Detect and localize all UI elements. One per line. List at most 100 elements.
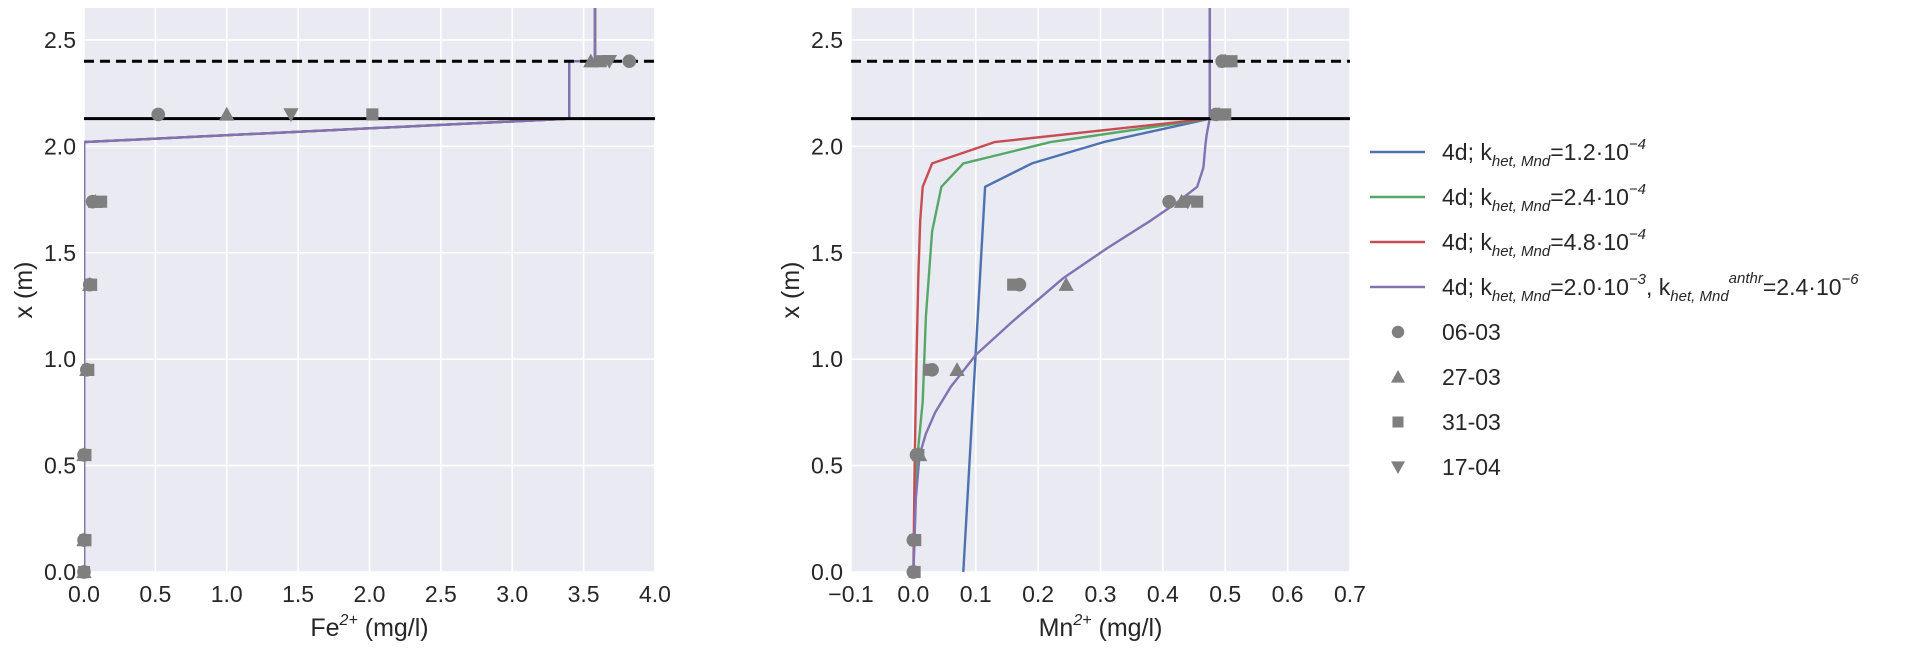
y-tick-label: 0.5 [44, 453, 76, 479]
y-tick-label: 1.0 [811, 346, 843, 372]
legend-label-green: 4d; khet, Mnd=2.4·10−4 [1442, 181, 1646, 215]
y-tick-label: 2.0 [811, 133, 843, 159]
series-line-purple [912, 8, 1211, 572]
legend-text-part: =4.8·10 [1550, 229, 1629, 255]
y-tick-label: 2.5 [811, 27, 843, 53]
observation-point-17-04 [601, 55, 618, 69]
legend-superscript: −6 [1842, 271, 1860, 288]
legend-marker-27-03 [1391, 370, 1405, 383]
y-axis-label: x (m) [777, 262, 805, 319]
legend-label-purple: 4d; khet, Mnd=2.0·10−3, khet, Mndanthr=2… [1442, 270, 1859, 305]
observation-point-06-03 [151, 107, 166, 122]
y-tick-label: 2.0 [44, 133, 76, 159]
observation-point-06-03 [622, 54, 637, 69]
x-tick-label: 3.0 [496, 581, 528, 607]
legend-text-part: 4d; k [1442, 274, 1492, 300]
plot-content [912, 8, 1211, 572]
legend-subscript: het, Mnd [1492, 198, 1551, 215]
legend-label-17-04: 17-04 [1442, 454, 1501, 480]
legend-label-31-03: 31-03 [1442, 409, 1501, 435]
x-tick-label: 1.5 [282, 581, 314, 607]
legend-text-part: 4d; k [1442, 184, 1492, 210]
legend-superscript: −4 [1629, 136, 1646, 153]
observation-point-27-03 [1058, 276, 1074, 291]
legend-marker-06-03 [1391, 325, 1405, 339]
fe-panel: 0.0 0.5 1.0 1.5 2.0 2.5 3.0 3.5 4.0 0.0 0.5 1.0 1.5 2… [10, 8, 671, 642]
x-axis-label-base: Mn [1039, 614, 1074, 642]
observation-point-27-03 [949, 362, 965, 376]
legend-superscript: −4 [1629, 181, 1646, 198]
y-tick-label: 0.0 [44, 559, 76, 585]
observation-point-31-03 [912, 448, 925, 461]
legend-superscript: anthr [1729, 270, 1764, 287]
legend-superscript: −3 [1629, 271, 1647, 288]
observation-point-31-03 [1219, 108, 1232, 121]
y-tick-label: 1.5 [44, 240, 76, 266]
y-tick-label: 1.5 [811, 240, 843, 266]
observation-point-17-04 [283, 108, 299, 123]
legend-marker-17-04 [1391, 461, 1405, 474]
x-tick-label: 2.5 [425, 581, 457, 607]
observation-point-31-03 [85, 278, 98, 291]
legend-text-part: , k [1646, 274, 1671, 300]
legend-label-blue: 4d; khet, Mnd=1.2·10−4 [1442, 136, 1646, 170]
observation-point-31-03 [1007, 278, 1020, 291]
x-axis-label-rest: (mg/l) [358, 614, 429, 642]
observation-point-31-03 [77, 565, 91, 579]
x-tick-label: −0.1 [828, 581, 873, 607]
x-tick-label: 4.0 [639, 581, 671, 607]
legend-subscript: het, Mnd [1492, 153, 1551, 170]
observation-point-31-03 [1225, 55, 1238, 68]
y-tick-label: 0.0 [811, 559, 843, 585]
x-tick-label: 1.0 [211, 581, 243, 607]
y-tick-label: 2.5 [44, 27, 76, 53]
x-axis-label: Mn2+ (mg/l) [1039, 612, 1163, 642]
x-axis-label-rest: (mg/l) [1092, 614, 1163, 642]
x-tick-label: 0.3 [1085, 581, 1117, 607]
legend-subscript: het, Mnd [1492, 288, 1551, 305]
observation-point-31-03 [79, 448, 92, 461]
legend-text-part: =2.4·10 [1550, 184, 1629, 210]
x-tick-label: 0.0 [68, 581, 100, 607]
observation-point-27-03 [583, 53, 599, 68]
observation-point-31-03 [82, 363, 95, 376]
x-tick-label: 0.7 [1334, 581, 1366, 607]
legend-text-part: 4d; k [1442, 229, 1492, 255]
y-tick-label: 1.0 [44, 346, 76, 372]
x-axis-label-base: Fe [310, 614, 339, 642]
x-tick-label: 3.5 [568, 581, 600, 607]
legend: 4d; khet, Mnd=1.2·10−44d; khet, Mnd=2.4·… [1370, 136, 1859, 480]
x-tick-label: 0.0 [897, 581, 929, 607]
observation-point-31-03 [909, 534, 922, 547]
legend-text-part: =2.4·10 [1763, 274, 1842, 300]
observation-point-31-03 [922, 363, 936, 376]
x-tick-label: 0.6 [1272, 581, 1304, 607]
series-line-green [912, 8, 1211, 572]
observation-point-27-03 [219, 106, 235, 121]
x-axis-label-sup: 2+ [339, 612, 358, 629]
y-tick-label: 0.5 [811, 453, 843, 479]
x-tick-label: 0.5 [1209, 581, 1241, 607]
x-tick-label: 0.5 [139, 581, 171, 607]
observation-point-06-03 [1162, 194, 1176, 209]
y-axis-label: x (m) [10, 262, 38, 319]
legend-label-27-03: 27-03 [1442, 364, 1501, 390]
plot-content [84, 8, 597, 572]
observation-point-17-04 [1180, 195, 1196, 210]
x-tick-label: 0.2 [1022, 581, 1054, 607]
legend-subscript: het, Mnd [1492, 243, 1551, 260]
x-axis-label: Fe2+ (mg/l) [310, 612, 428, 642]
legend-text-part: =2.0·10 [1550, 274, 1629, 300]
x-tick-label: 0.1 [960, 581, 992, 607]
legend-superscript: −4 [1629, 226, 1646, 243]
x-tick-label: 0.4 [1147, 581, 1179, 607]
legend-subscript: het, Mnd [1670, 288, 1729, 305]
series-line-red [912, 8, 1211, 572]
series-line-purple [84, 8, 597, 572]
legend-label-06-03: 06-03 [1442, 319, 1501, 345]
observation-point-31-03 [79, 534, 92, 547]
x-tick-label: 2.0 [354, 581, 386, 607]
legend-label-red: 4d; khet, Mnd=4.8·10−4 [1442, 226, 1646, 260]
